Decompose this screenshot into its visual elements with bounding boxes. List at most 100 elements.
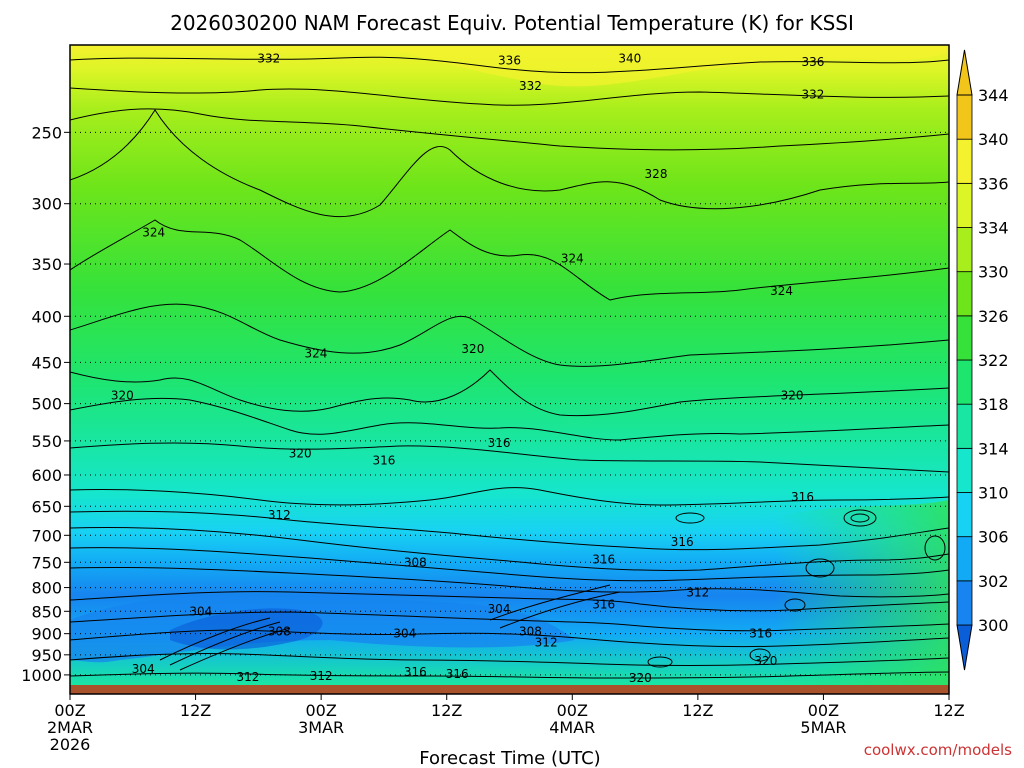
contour-label-text: 304 [488,602,511,616]
contour-label: 316 [446,667,469,681]
colorbar-swatch [956,138,973,184]
contour-label-text: 316 [488,436,511,450]
colorbar-label: 334 [978,219,1009,238]
contour-label-text: 340 [618,51,641,65]
contour-label: 320 [781,389,804,403]
colorbar-swatch [956,271,973,317]
contour-label-text: 332 [257,51,280,65]
x-tick-label: 00Z [557,701,588,720]
contour-line [70,108,949,151]
y-tick-label: 800 [31,579,62,598]
contour-label: 320 [289,447,312,461]
contour-label-text: 316 [791,490,814,504]
contour-label: 336 [802,55,825,69]
contour-line [70,109,949,218]
contour-label: 332 [802,88,825,102]
contour-label: 328 [645,167,668,181]
contour-label: 312 [236,670,259,684]
x-tick-label: 00Z [305,701,336,720]
colorbar-label: 306 [978,528,1009,547]
chart-title: 2026030200 NAM Forecast Equiv. Potential… [170,11,854,35]
contour-label: 304 [488,602,511,616]
front-contour [489,584,611,621]
colorbar-swatch [956,94,973,140]
contour-label-text: 312 [310,669,333,683]
x-tick-label: 2MAR [47,718,93,737]
colorbar-label: 322 [978,351,1009,370]
colorbar-swatch [956,227,973,273]
contour-label-text: 324 [304,347,327,361]
y-tick-label: 550 [31,432,62,451]
contour-label: 324 [304,347,327,361]
upper-warm-shading [380,45,949,87]
contour-label-text: 328 [645,167,668,181]
contour-label-text: 316 [671,535,694,549]
contour-label-text: 320 [629,671,652,685]
colorbar-swatch [956,403,973,449]
contour-label-text: 304 [132,662,155,676]
x-tick-label: 3MAR [298,718,344,737]
contour-label: 304 [189,604,212,618]
x-tick-label: 12Z [431,701,462,720]
closed-contour [805,558,835,578]
contour-label-text: 316 [372,453,395,467]
contour-label: 312 [310,669,333,683]
contour-label: 316 [749,627,772,641]
closed-contour [924,535,946,561]
colorbar-swatch [956,359,973,405]
x-axis-label: Forecast Time (UTC) [419,748,600,768]
contour-label-text: 316 [592,553,615,567]
contour-line [70,369,949,417]
x-tick-label: 00Z [54,701,85,720]
colorbar-swatch [956,447,973,493]
contour-label: 316 [488,436,511,450]
y-tick-label: 850 [31,602,62,621]
contour-label-text: 324 [770,284,793,298]
contour-label-text: 320 [754,654,777,668]
front-contour [169,621,281,666]
y-tick-label: 650 [31,497,62,516]
contour-label-text: 332 [519,79,542,93]
y-tick-label: 1000 [21,666,62,685]
contour-line [70,547,949,582]
colorbar-label: 330 [978,263,1009,282]
contour-label: 316 [671,535,694,549]
contour-line [70,510,949,551]
contour-line [70,442,949,473]
x-tick-label: 12Z [180,701,211,720]
x-tick-label: 4MAR [549,718,595,737]
colorbar-label: 302 [978,572,1009,591]
colorbar-label: 336 [978,174,1009,193]
plot-frame [69,44,950,695]
colorbar-label: 326 [978,307,1009,326]
colorbar-label: 314 [978,439,1009,458]
contour-line [70,397,949,441]
x-tick-label: 2026 [50,735,91,754]
contour-label-text: 312 [236,670,259,684]
colorbar-swatch [956,315,973,361]
contour-label-text: 316 [749,627,772,641]
contour-line [70,87,949,106]
y-tick-label: 500 [31,395,62,414]
contour-label-text: 312 [535,635,558,649]
contour-label-text: 336 [802,55,825,69]
contour-label: 308 [268,624,291,638]
y-tick-label: 300 [31,195,62,214]
x-tick-label: 12Z [682,701,713,720]
contour-label: 332 [519,79,542,93]
contour-label: 320 [754,654,777,668]
contour-label: 316 [791,490,814,504]
contour-line [70,611,949,632]
contour-label: 320 [629,671,652,685]
contour-labels: 332 336 340 336 332 332 328 324 324 324 324 320 320 3… [111,51,825,685]
contour-label: 308 [519,624,542,638]
contour-label-text: 304 [393,627,416,641]
contour-label: 312 [268,508,291,522]
colorbar-swatch [956,182,973,228]
y-axis: 250 300 350 400 450 500 550 600 650 700 750 800 850 9… [21,123,70,685]
ground-surface [70,685,949,694]
closed-contour [843,509,877,527]
colorbar-swatch [956,536,973,582]
contour-label: 324 [770,284,793,298]
